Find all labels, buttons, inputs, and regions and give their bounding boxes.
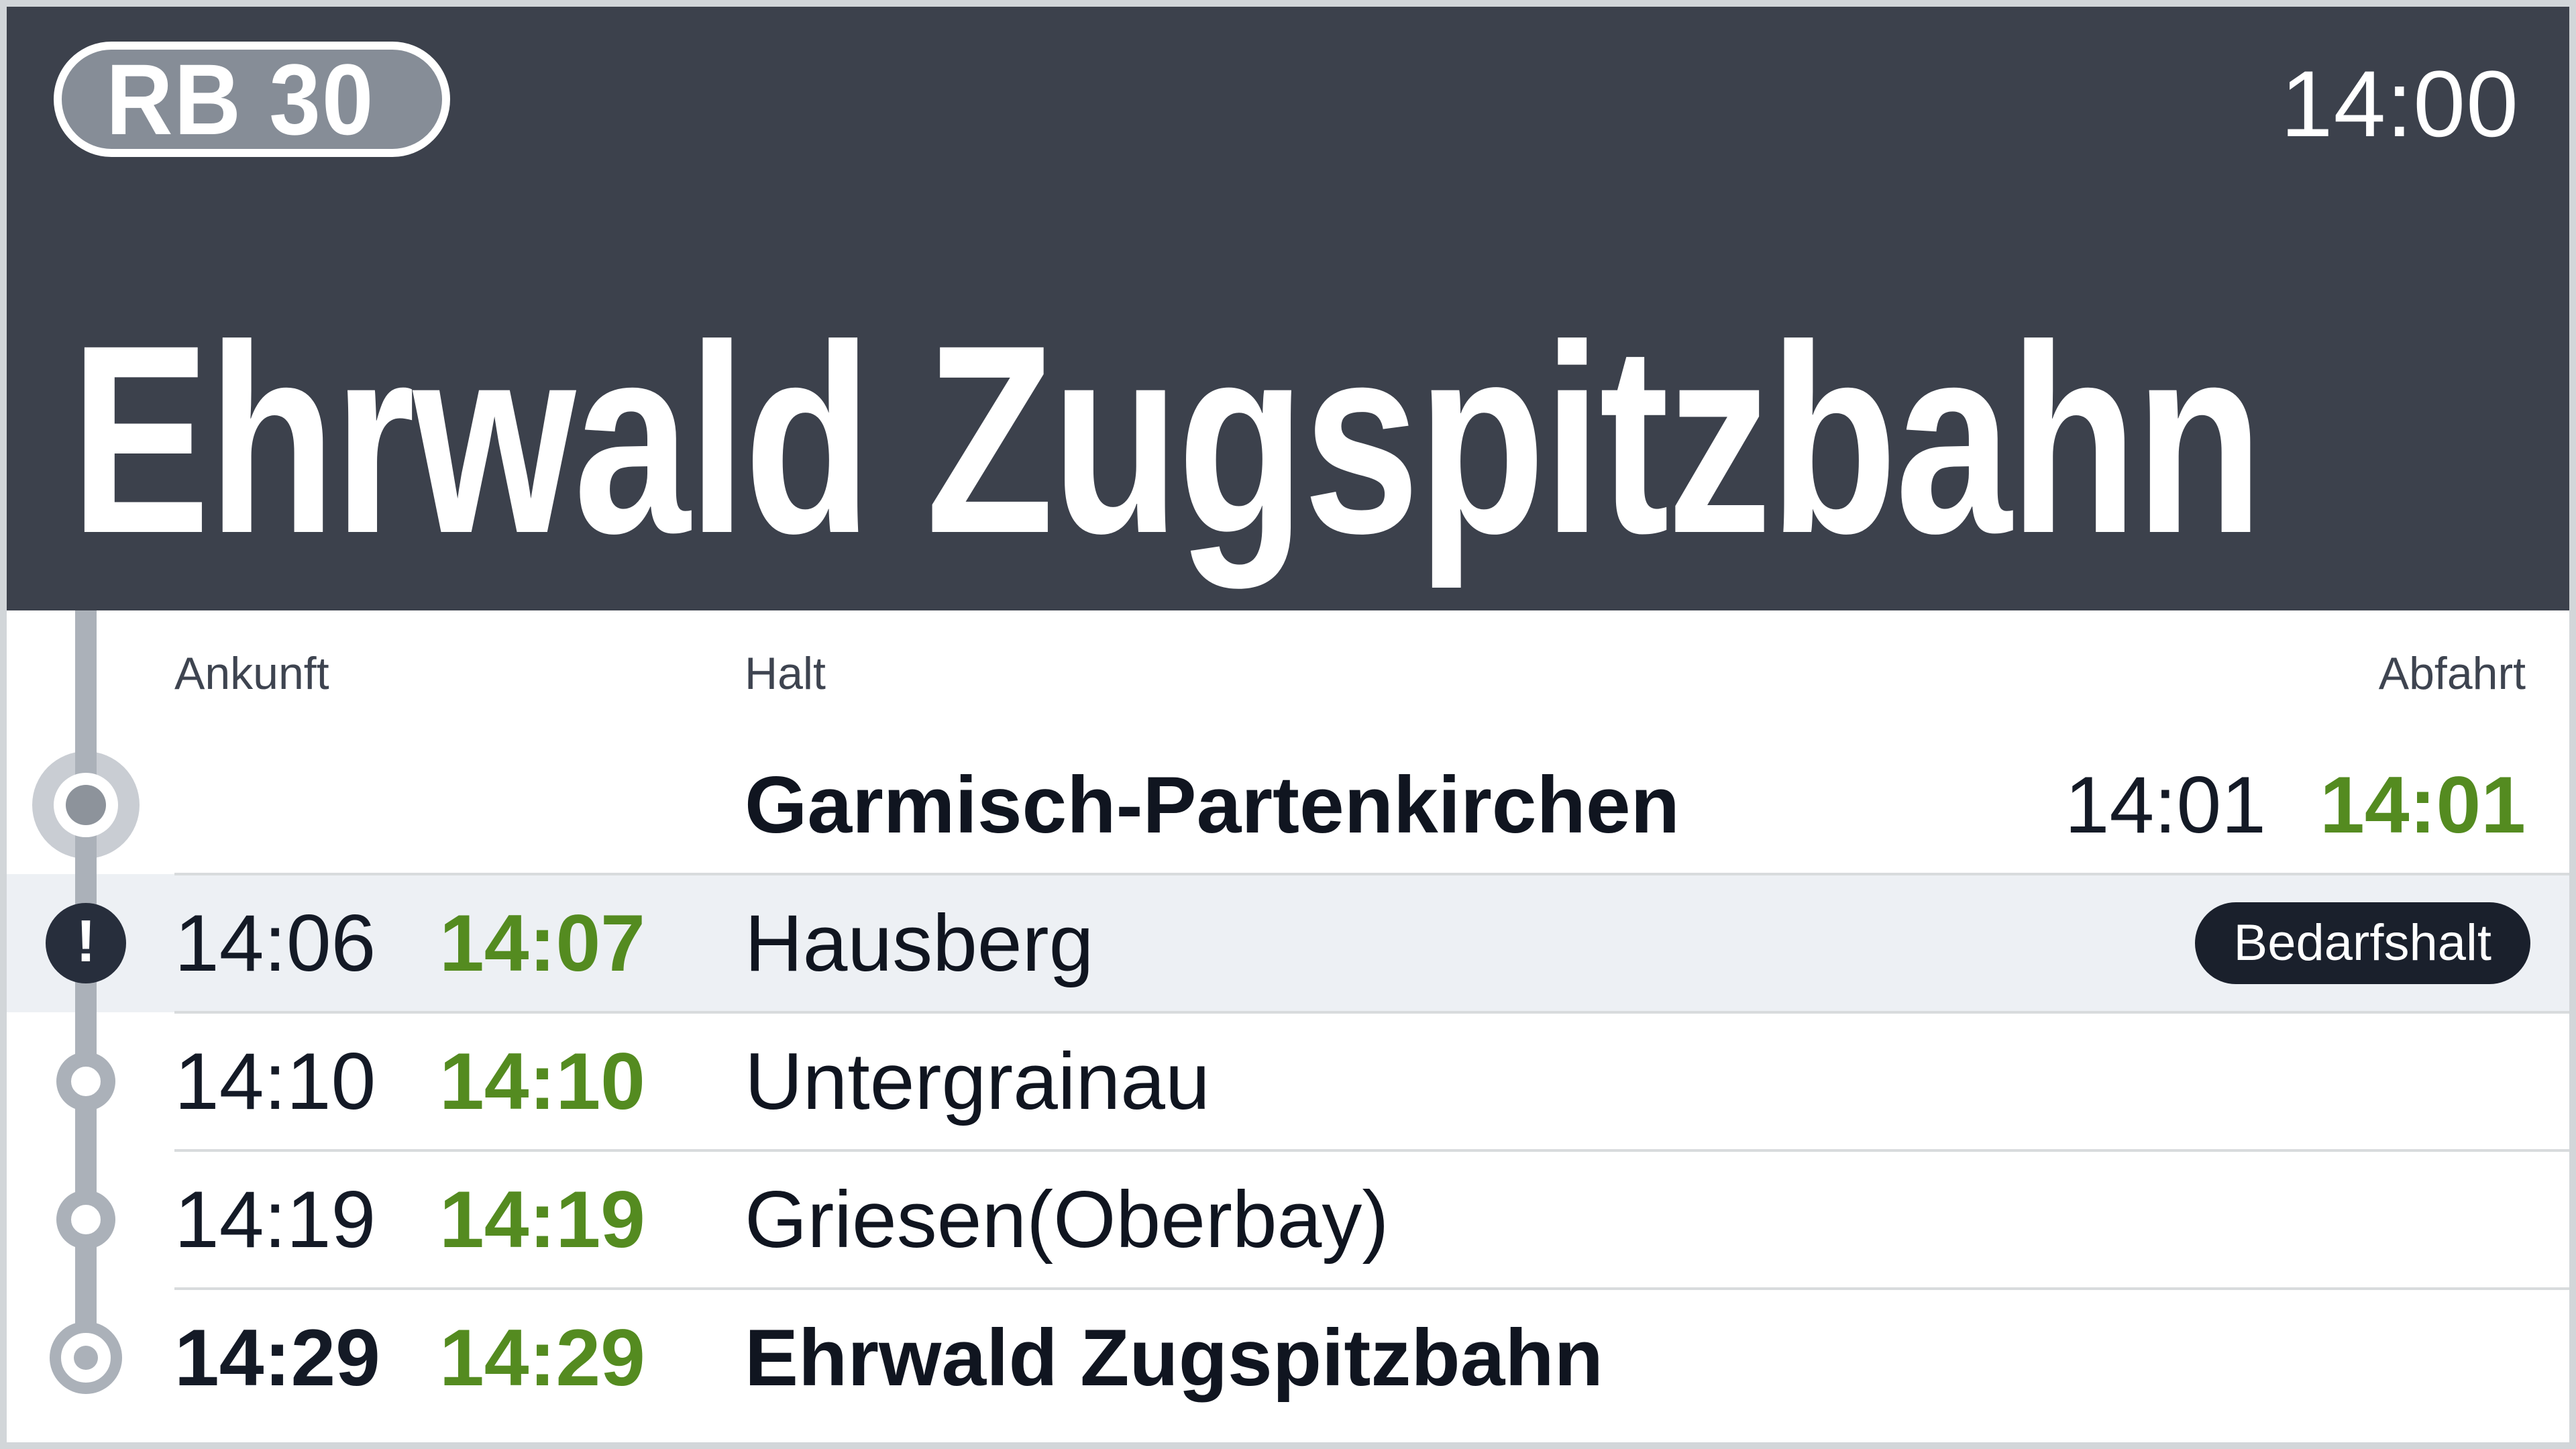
stop-row-3: 14:10 14:10 Untergrainau [7,1011,2569,1150]
request-stop-alert-icon: ! [46,903,126,983]
stop-row-2: 14:06 14:07 Hausberg Bedarfshalt [7,873,2569,1012]
stops-rows: Garmisch-Partenkirchen 14:01 14:01 14:06 14:… [7,736,2569,1427]
stop-row-1: Garmisch-Partenkirchen 14:01 14:01 [7,736,2569,874]
origin-station-marker-icon [54,773,118,837]
origin-marker-dot [66,785,106,825]
arrival-planned-time: 14:10 [174,1036,376,1126]
line-badge-label: RB 30 [106,43,375,156]
stop-name: Hausberg [745,898,1094,988]
arrival-realtime: 14:19 [439,1175,645,1265]
exclamation-icon: ! [76,908,96,974]
row-divider [174,1287,2569,1290]
destination-station-marker-icon [50,1322,122,1394]
arrival-realtime: 14:10 [439,1036,645,1126]
departure-realtime: 14:01 [2320,760,2526,850]
board-surface: RB 30 14:00 Ehrwald Zugspitzbahn Ankunft… [7,7,2569,1442]
column-header-stop: Halt [745,647,826,699]
departure-planned-time: 14:01 [2064,760,2266,850]
destination-title: Ehrwald Zugspitzbahn [70,289,2263,589]
intermediate-station-marker-icon [56,1052,115,1111]
column-header-departure: Abfahrt [2378,647,2526,699]
stops-table: Ankunft Halt Abfahrt Garmisch-Partenkirc… [7,610,2569,1442]
clock: 14:00 [2280,51,2519,156]
request-stop-badge: Bedarfshalt [2194,902,2530,984]
row-divider [174,873,2569,875]
stop-name: Griesen(Oberbay) [745,1175,1389,1265]
arrival-planned-time: 14:29 [174,1313,380,1403]
line-badge: RB 30 [54,42,451,157]
stop-name: Untergrainau [745,1036,1210,1126]
stop-name: Ehrwald Zugspitzbahn [745,1313,1603,1403]
row-divider [174,1011,2569,1014]
arrival-planned-time: 14:06 [174,898,376,988]
stop-row-4: 14:19 14:19 Griesen(Oberbay) [7,1149,2569,1289]
arrival-realtime: 14:29 [439,1313,645,1403]
intermediate-station-marker-icon [56,1190,115,1249]
stop-name: Garmisch-Partenkirchen [745,760,1680,850]
row-divider [174,1149,2569,1152]
column-header-arrival: Ankunft [174,647,329,699]
train-header: RB 30 14:00 Ehrwald Zugspitzbahn [7,7,2569,610]
timeline-bar [75,610,97,1363]
table-header: Ankunft Halt Abfahrt [7,610,2569,736]
stop-row-5: 14:29 14:29 Ehrwald Zugspitzbahn [7,1287,2569,1427]
destination-marker-dot [74,1346,98,1370]
arrival-realtime: 14:07 [439,898,645,988]
arrival-planned-time: 14:19 [174,1175,376,1265]
